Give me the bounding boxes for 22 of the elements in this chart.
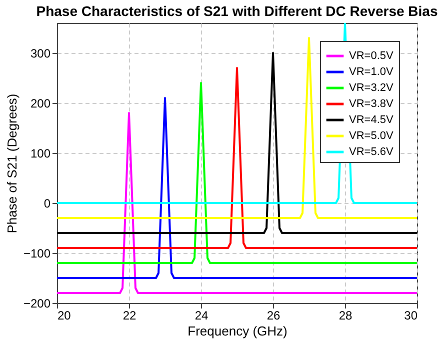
legend-label: VR=3.8V	[349, 98, 394, 110]
legend-label: VR=1.0V	[349, 66, 394, 78]
legend-label: VR=5.0V	[349, 130, 394, 142]
y-axis-title: Phase of S21 (Degrees)	[4, 94, 20, 234]
y-tick-label: 100	[30, 146, 51, 160]
x-tick-label: 20	[58, 308, 72, 322]
y-tick-label: 300	[30, 46, 51, 60]
x-tick-label: 30	[404, 308, 418, 322]
x-tick-label: 28	[338, 308, 352, 322]
legend-label: VR=4.5V	[349, 114, 394, 126]
chart-title: Phase Characteristics of S21 with Different DC Reverse Bias	[36, 3, 438, 19]
x-tick-label: 26	[266, 308, 280, 322]
y-tick-label: −100	[23, 246, 51, 260]
y-tick-label: 0	[44, 196, 51, 210]
x-tick-label: 22	[122, 308, 136, 322]
y-tick-label: 200	[30, 96, 51, 110]
y-tick-label: −200	[23, 296, 51, 310]
legend-label: VR=3.2V	[349, 82, 394, 94]
x-tick-label: 24	[194, 308, 208, 322]
legend-label: VR=5.6V	[349, 146, 394, 158]
legend-label: VR=0.5V	[349, 50, 394, 62]
x-axis-title: Frequency (GHz)	[188, 324, 288, 338]
